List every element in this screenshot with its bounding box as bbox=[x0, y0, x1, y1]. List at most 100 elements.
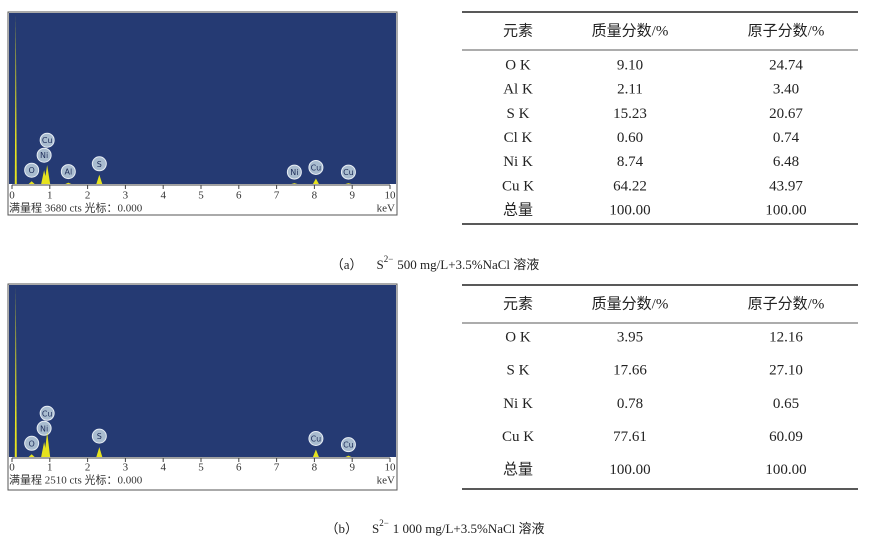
peak bbox=[96, 447, 103, 457]
table-cell: 77.61 bbox=[613, 429, 647, 445]
peak bbox=[28, 454, 35, 457]
table-cell: 15.23 bbox=[613, 106, 647, 122]
table-cell: Al K bbox=[503, 82, 533, 98]
peak-label-bubble bbox=[39, 405, 55, 421]
table-cell: 3.95 bbox=[617, 329, 643, 345]
x-tick-label: 4 bbox=[160, 190, 166, 202]
peak bbox=[28, 181, 35, 184]
table-header: 原子分数/% bbox=[748, 295, 825, 312]
peak-label: Ni bbox=[40, 151, 48, 160]
peak-label: Cu bbox=[42, 136, 53, 145]
table-cell: 100.00 bbox=[609, 203, 650, 219]
table-cell: 100.00 bbox=[765, 203, 806, 219]
x-tick-label: 9 bbox=[349, 462, 355, 474]
peak-label-bubble bbox=[36, 420, 52, 436]
peak-label: Cu bbox=[343, 168, 354, 177]
peak bbox=[96, 174, 103, 184]
peak bbox=[345, 183, 352, 184]
peak-label: O bbox=[29, 166, 35, 175]
peak-label: Cu bbox=[311, 435, 322, 444]
table-cell: Ni K bbox=[503, 154, 533, 170]
peak-label-bubble bbox=[286, 164, 302, 180]
peak-label: S bbox=[97, 432, 102, 441]
peak-label-bubble bbox=[91, 428, 107, 444]
table-cell: 43.97 bbox=[769, 178, 803, 194]
x-tick-label: 5 bbox=[198, 462, 204, 474]
caption-ion: S bbox=[372, 521, 379, 536]
table-cell: O K bbox=[505, 57, 531, 73]
peak bbox=[14, 286, 17, 457]
peak bbox=[312, 449, 319, 457]
peak bbox=[312, 178, 319, 184]
x-tick-label: 7 bbox=[274, 462, 280, 474]
peak-label-bubble bbox=[308, 159, 324, 175]
table-cell: 0.74 bbox=[773, 130, 800, 146]
table-cell: Cu K bbox=[502, 178, 534, 194]
caption: （b） S2− 1 000 mg/L+3.5%NaCl 溶液 bbox=[325, 518, 544, 536]
table-cell: S K bbox=[507, 363, 530, 379]
table-cell: 20.67 bbox=[769, 106, 803, 122]
table-cell: Cl K bbox=[504, 130, 533, 146]
caption-label: （b） bbox=[325, 521, 358, 536]
peak bbox=[14, 14, 17, 184]
peak bbox=[65, 182, 72, 184]
peak bbox=[44, 432, 51, 457]
spectrum-footer: 满量程 2510 cts 光标：0.000 bbox=[9, 473, 143, 487]
table-cell: Ni K bbox=[503, 396, 533, 412]
x-tick-label: 7 bbox=[274, 190, 280, 202]
x-tick-label: 2 bbox=[85, 462, 91, 474]
caption-label: （a） bbox=[331, 257, 363, 272]
table-cell: 6.48 bbox=[773, 154, 799, 170]
peak-label-bubble bbox=[24, 435, 40, 451]
peak bbox=[44, 165, 51, 184]
peak-label: Ni bbox=[290, 168, 298, 177]
peak-label-bubble bbox=[24, 162, 40, 178]
peak-label: Cu bbox=[42, 409, 53, 418]
peak-label-bubble bbox=[340, 164, 356, 180]
x-tick-label: 8 bbox=[312, 462, 318, 474]
spectrum-footer: 满量程 3680 cts 光标：0.000 bbox=[9, 201, 143, 215]
x-tick-label: 6 bbox=[236, 190, 242, 202]
x-unit: keV bbox=[377, 203, 395, 215]
peak-label-bubble bbox=[340, 437, 356, 453]
table-cell: 总量 bbox=[503, 202, 533, 219]
peak bbox=[345, 455, 352, 457]
table-cell: 12.16 bbox=[769, 329, 803, 345]
caption: （a） S2− 500 mg/L+3.5%NaCl 溶液 bbox=[331, 254, 540, 272]
spectrum-plot bbox=[9, 285, 396, 457]
peak-label: S bbox=[97, 160, 102, 169]
table-cell: 0.65 bbox=[773, 396, 799, 412]
x-tick-label: 0 bbox=[9, 462, 15, 474]
peak-label-bubble bbox=[60, 164, 76, 180]
table-cell: 27.10 bbox=[769, 363, 803, 379]
table-cell: 总量 bbox=[503, 461, 533, 478]
peak-label: Cu bbox=[343, 441, 354, 450]
table-header: 元素 bbox=[503, 22, 533, 39]
x-tick-label: 0 bbox=[9, 190, 15, 202]
table-header: 元素 bbox=[503, 295, 533, 312]
x-unit: keV bbox=[377, 475, 395, 487]
x-tick-label: 4 bbox=[160, 462, 166, 474]
peak-label: O bbox=[29, 439, 35, 448]
peak-label: Cu bbox=[311, 163, 322, 172]
caption-ion: S bbox=[376, 257, 383, 272]
peak-label-bubble bbox=[91, 156, 107, 172]
caption-text: 500 mg/L+3.5%NaCl 溶液 bbox=[397, 257, 539, 272]
x-tick-label: 1 bbox=[47, 190, 53, 202]
caption-text: 1 000 mg/L+3.5%NaCl 溶液 bbox=[393, 521, 545, 536]
table-cell: 0.60 bbox=[617, 130, 643, 146]
x-tick-label: 6 bbox=[236, 462, 242, 474]
table-cell: Cu K bbox=[502, 429, 534, 445]
table-cell: 9.10 bbox=[617, 57, 643, 73]
table-cell: 60.09 bbox=[769, 429, 803, 445]
table-cell: S K bbox=[507, 106, 530, 122]
table-cell: 100.00 bbox=[765, 462, 806, 478]
caption-charge: 2− bbox=[384, 254, 394, 264]
x-tick-label: 5 bbox=[198, 190, 204, 202]
x-tick-label: 10 bbox=[385, 190, 397, 202]
peak-label: Ni bbox=[40, 424, 48, 433]
peak bbox=[291, 183, 298, 184]
table-cell: O K bbox=[505, 329, 531, 345]
peak-label-bubble bbox=[39, 132, 55, 148]
caption-charge: 2− bbox=[379, 518, 389, 528]
